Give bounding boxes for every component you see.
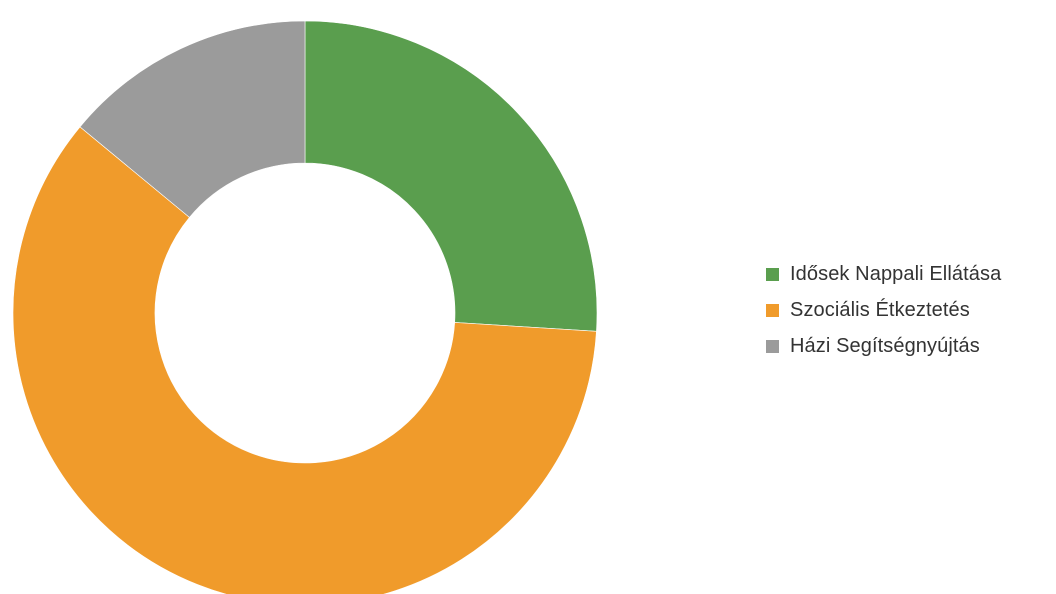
legend-swatch bbox=[766, 303, 779, 317]
donut-slice-3 bbox=[79, 20, 306, 218]
legend-item: Házi Segítségnyújtás bbox=[766, 328, 1046, 364]
legend-label: Szociális Étkeztetés bbox=[790, 298, 970, 321]
legend-label: Házi Segítségnyújtás bbox=[790, 334, 980, 357]
chart-legend: Idősek Nappali Ellátása Szociális Étkezte… bbox=[766, 256, 1046, 364]
legend-swatch bbox=[766, 267, 779, 281]
donut-slice-2 bbox=[12, 126, 597, 594]
donut-slice-1 bbox=[304, 20, 598, 332]
legend-item: Idősek Nappali Ellátása bbox=[766, 256, 1046, 292]
legend-label: Idősek Nappali Ellátása bbox=[790, 262, 1002, 285]
donut-chart bbox=[12, 20, 598, 594]
legend-item: Szociális Étkeztetés bbox=[766, 292, 1046, 328]
legend-swatch bbox=[766, 339, 779, 353]
